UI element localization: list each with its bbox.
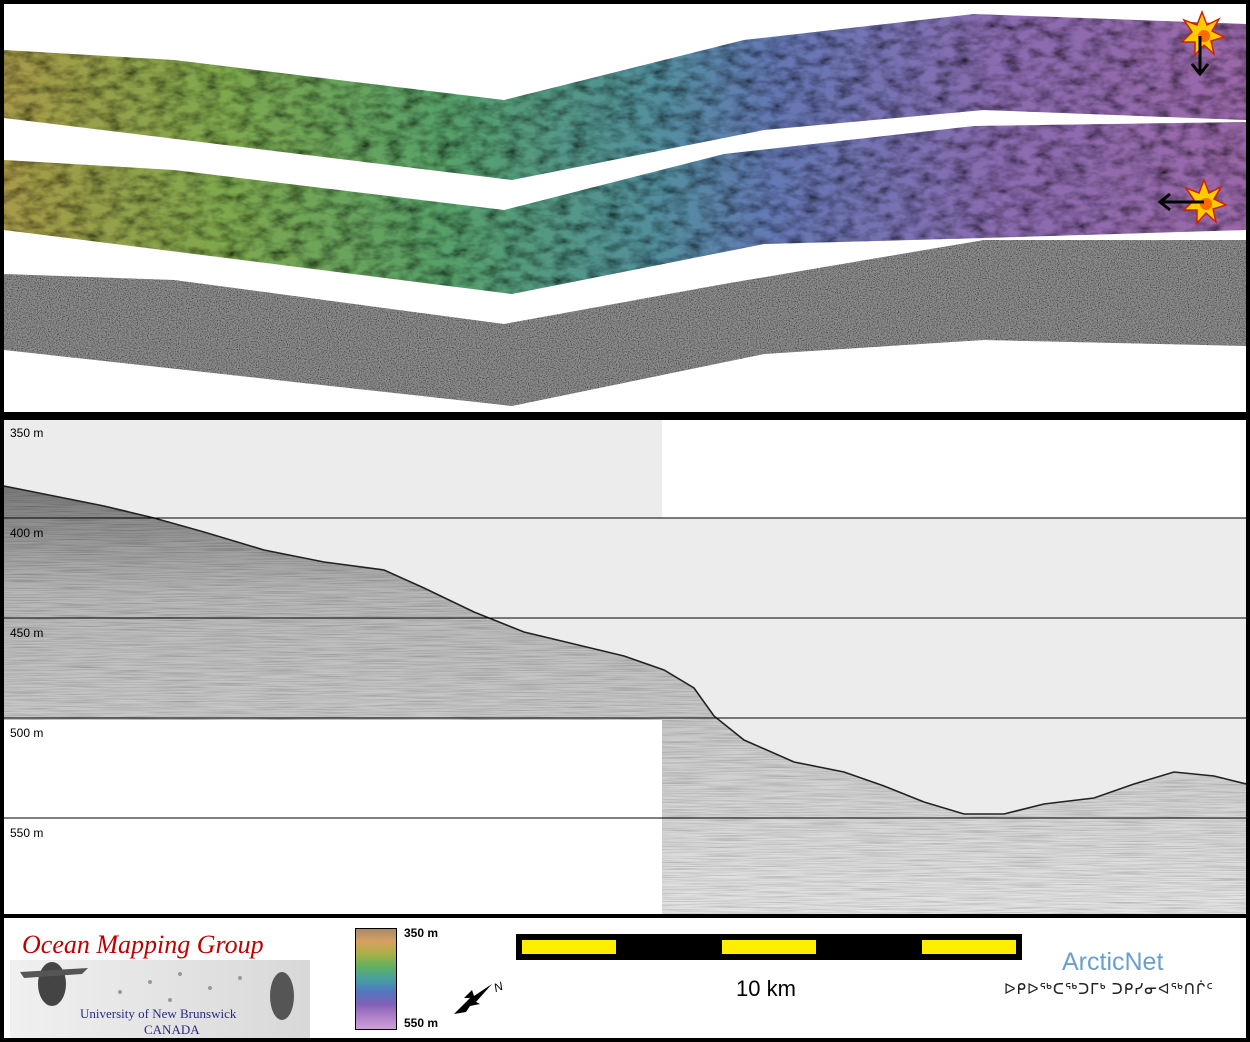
arrow-down-icon (1190, 36, 1210, 77)
subbottom-profile-panel: 350 m 400 m 450 m 500 m 550 m (4, 420, 1246, 914)
swath-map (4, 9, 1246, 406)
scale-bar (516, 934, 1022, 960)
bathymetry-swath-east-illumination (4, 122, 1246, 294)
legend-panel: Ocean Mapping Group University of New Br… (4, 918, 1246, 1038)
sun-icon (1182, 177, 1229, 225)
arrow-left-icon (1157, 192, 1204, 212)
colorbar-bottom-label: 550 m (404, 1016, 439, 1030)
swath-map-panel (4, 4, 1246, 412)
depth-label-350: 350 m (10, 426, 44, 440)
subsurface-fill (4, 486, 1246, 914)
omg-country: CANADA (144, 1022, 200, 1037)
omg-university: University of New Brunswick (80, 1006, 237, 1021)
depth-label-450: 450 m (10, 626, 44, 640)
north-arrow-icon (454, 984, 492, 1014)
backscatter-swath (4, 240, 1246, 406)
omg-title: Ocean Mapping Group (22, 930, 264, 959)
omg-logo: Ocean Mapping Group University of New Br… (10, 922, 310, 1038)
bathymetry-swath-north-illumination (4, 14, 1246, 180)
depth-label-400: 400 m (10, 526, 44, 540)
scale-label: 10 km (736, 976, 796, 1001)
arcticnet-name: ArcticNet (1062, 948, 1164, 976)
depth-label-500: 500 m (10, 726, 44, 740)
depth-colorbar (355, 928, 397, 1030)
seafloor-reflector (4, 485, 1246, 815)
arcticnet-syllabics: ᐅᑭᐅᖅᑕᖅᑐᒥᒃ ᑐᑭᓯᓂᐊᖅᑎᒌᑦ (1004, 981, 1214, 998)
omg-logo-art (10, 960, 310, 1038)
colorbar-top-label: 350 m (404, 926, 439, 940)
subbottom-profile (4, 420, 1246, 914)
depth-label-550: 550 m (10, 826, 44, 840)
